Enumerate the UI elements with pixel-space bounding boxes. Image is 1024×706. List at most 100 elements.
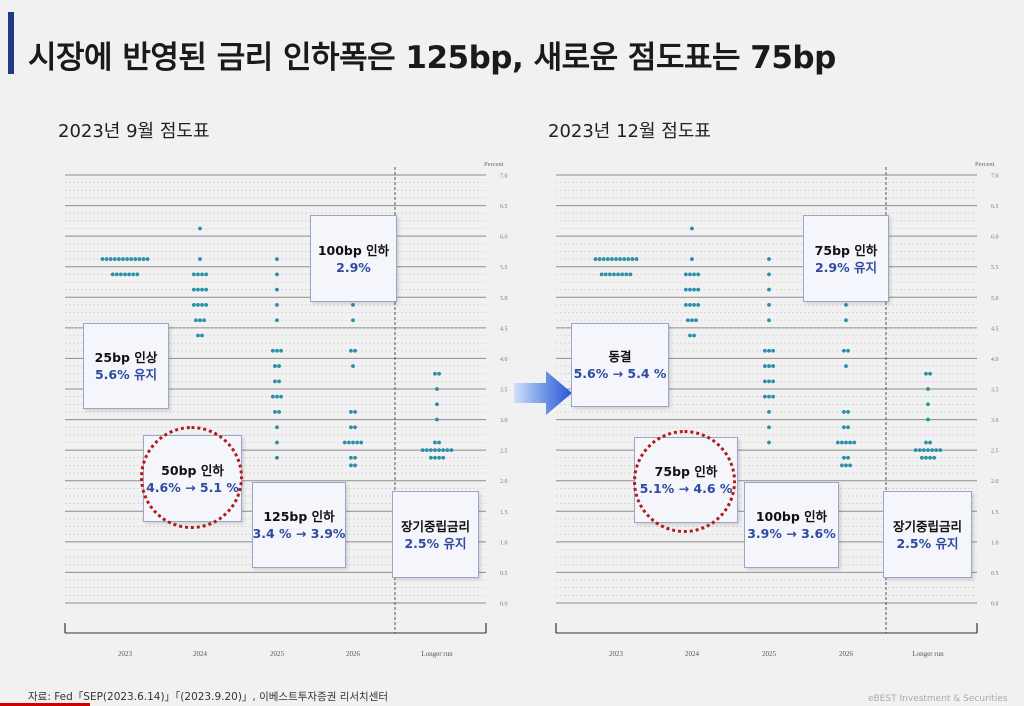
left-ytick-label: 3.5: [500, 388, 508, 394]
right-dot: [688, 303, 692, 307]
page-title: 시장에 반영된 금리 인하폭은 125bp, 새로운 점도표는 75bp: [28, 40, 836, 76]
right-dot: [930, 448, 934, 453]
right-ytick-label: 7.0: [991, 174, 999, 180]
right-dot: [696, 287, 701, 292]
right-dot: [763, 394, 767, 399]
right-dot: [844, 440, 848, 445]
left-dot: [275, 318, 279, 323]
annotation-125bp-cut-title: 125bp 인하: [263, 509, 335, 524]
left-dot: [275, 272, 279, 277]
left-dot: [104, 257, 109, 261]
left-category-label: 2024: [193, 650, 208, 658]
left-ytick-label: 4.0: [500, 357, 508, 363]
left-ytick-label: 5.0: [500, 296, 508, 302]
right-dot: [844, 303, 848, 307]
left-dot: [198, 226, 202, 231]
left-dot: [277, 379, 281, 384]
left-dot: [275, 303, 279, 307]
left-ytick-label: 6.0: [500, 235, 508, 241]
left-dot: [437, 448, 441, 453]
left-dot: [449, 448, 454, 453]
right-ytick-label: 6.0: [991, 235, 999, 241]
annotation-75bp-cut-2026: 75bp 인하 2.9% 유지: [803, 215, 889, 302]
right-dot: [844, 318, 848, 323]
right-dot: [612, 272, 616, 277]
right-dot: [928, 440, 932, 445]
right-ytick-label: 2.5: [991, 449, 999, 455]
left-dot: [198, 257, 202, 261]
left-ytick-label: 5.5: [500, 265, 508, 271]
left-category-label: Longer run: [421, 650, 453, 658]
annotation-125bp-cut-value: 3.4 % → 3.9%: [252, 526, 346, 541]
left-dot: [275, 394, 279, 399]
left-dot: [196, 333, 200, 338]
right-ytick-label: 1.5: [991, 510, 999, 516]
left-dot: [351, 303, 355, 307]
right-dot: [842, 425, 846, 430]
right-chart-subtitle: 2023년 12월 점도표: [548, 121, 711, 142]
left-dot: [196, 303, 200, 307]
right-category-label: 2023: [609, 650, 624, 658]
right-dot: [926, 402, 930, 407]
left-dot: [441, 455, 446, 460]
right-ylabel: Percent: [975, 161, 995, 168]
left-dot: [349, 348, 353, 353]
right-dot: [696, 272, 701, 277]
left-dot: [433, 448, 437, 453]
left-dot: [123, 272, 127, 277]
right-dot: [690, 226, 694, 231]
left-dot: [133, 257, 138, 261]
right-dot: [683, 272, 688, 277]
left-dot: [112, 257, 117, 261]
left-dot: [353, 455, 357, 460]
right-dot: [922, 448, 926, 453]
right-dot: [848, 440, 852, 445]
left-dot: [424, 448, 429, 453]
right-dot: [692, 303, 696, 307]
left-category-label: 2025: [270, 650, 285, 658]
right-ytick-label: 4.5: [991, 326, 999, 332]
right-dot: [688, 287, 692, 292]
left-dot: [437, 440, 441, 445]
left-dot: [428, 448, 433, 453]
source-note: 자료: Fed「SEP(2023.6.14)」「(2023.9.20)」, 이베…: [28, 691, 389, 703]
brand-watermark: eBEST Investment & Securities: [868, 694, 1008, 704]
right-dot: [692, 272, 696, 277]
right-dot: [846, 410, 850, 414]
left-dot: [347, 440, 351, 445]
right-dot: [618, 257, 622, 261]
left-dot: [135, 272, 140, 277]
right-dot: [686, 318, 690, 323]
left-dot: [279, 348, 283, 353]
left-dot: [131, 272, 136, 277]
left-ytick-label: 4.5: [500, 326, 508, 332]
right-dot: [913, 448, 918, 453]
left-dot: [100, 257, 105, 261]
right-ytick-label: 2.0: [991, 479, 999, 485]
right-dot: [616, 272, 620, 277]
left-dot: [275, 440, 279, 445]
left-dot: [433, 371, 437, 376]
right-dot: [767, 272, 771, 277]
left-ytick-label: 1.5: [500, 510, 508, 516]
left-dot: [420, 448, 425, 453]
annotation-100bp-cut-left-title: 100bp 인하: [317, 242, 390, 258]
annotation-longrun-right-title: 장기중립금리: [892, 518, 962, 534]
left-dot: [200, 303, 204, 307]
right-ytick-label: 5.0: [991, 296, 999, 302]
left-dot: [141, 257, 146, 261]
right-dot: [924, 455, 928, 460]
left-dot: [437, 371, 441, 376]
left-dot: [204, 287, 209, 292]
annotation-hold-value: 5.6% → 5.4 %: [573, 366, 667, 381]
right-dot: [614, 257, 618, 261]
left-dot: [200, 287, 204, 292]
right-ytick-label: 0.5: [991, 571, 999, 577]
left-dot: [275, 425, 279, 430]
right-dot: [688, 333, 692, 338]
left-dot: [204, 303, 209, 307]
right-dot: [763, 348, 767, 353]
right-dot: [605, 257, 610, 261]
left-dot: [355, 440, 359, 445]
right-dot: [842, 410, 846, 414]
